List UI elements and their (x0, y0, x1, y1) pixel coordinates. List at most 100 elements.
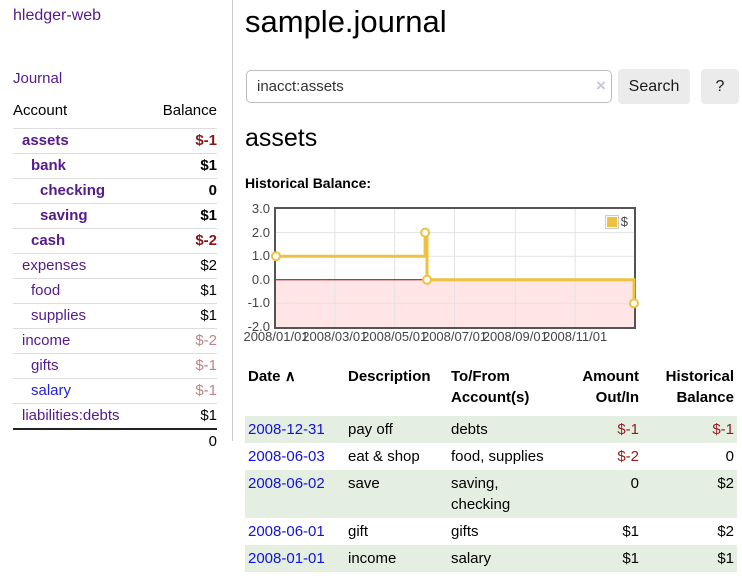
register-header-description: Description (348, 368, 431, 385)
legend-swatch-icon (604, 214, 619, 229)
account-balance: $1 (200, 307, 217, 324)
transaction-description: gift (348, 523, 369, 540)
chart-canvas (271, 209, 639, 327)
x-tick-label: 2008/07/01 (421, 329, 488, 344)
register-header-account: To/From Account(s) (451, 368, 530, 406)
transaction-amount: $1 (622, 550, 639, 567)
data-point (422, 274, 433, 285)
transaction-balance: $2 (717, 475, 734, 492)
register-header-balance: Historical Balance (665, 368, 734, 406)
transaction-balance: $-1 (712, 421, 734, 438)
account-row: assets $-1 (13, 129, 217, 154)
accounts-table: Account Balance assets $-1 bank $1 checking 0… (13, 96, 217, 454)
account-link[interactable]: income (22, 332, 71, 349)
account-row: bank $1 (13, 153, 217, 179)
accounts-total-row: 0 (13, 429, 217, 454)
account-balance: $1 (200, 282, 217, 299)
account-row: cash $-2 (13, 228, 217, 254)
transaction-amount: $1 (622, 523, 639, 540)
table-row: 2008-06-03 eat & shop food, supplies $-2 0 (245, 443, 737, 470)
account-balance: $1 (200, 407, 217, 424)
transaction-balance: 0 (725, 448, 734, 465)
table-row: 2008-06-01 gift gifts $1 $2 (245, 518, 737, 545)
account-link[interactable]: checking (40, 182, 106, 199)
search-input[interactable] (246, 70, 612, 103)
account-balance: $1 (200, 157, 217, 174)
x-tick-label: 2008/01/01 (243, 329, 309, 344)
account-row: liabilities:debts $1 (13, 403, 217, 430)
register-table: Date ∧ Description To/From Account(s) Am… (245, 362, 737, 572)
account-balance: $-1 (195, 132, 217, 149)
legend-label: $ (620, 214, 628, 229)
account-link[interactable]: saving (40, 207, 88, 224)
x-tick-label: 2008/05/01 (362, 329, 428, 344)
transaction-accounts: gifts (451, 523, 479, 540)
sidebar-divider (232, 0, 233, 441)
account-link[interactable]: salary (31, 382, 72, 399)
transaction-date-link[interactable]: 2008-06-01 (248, 523, 325, 540)
transaction-date-link[interactable]: 2008-06-02 (248, 475, 325, 492)
chart-legend: $ (602, 213, 630, 230)
data-point (420, 227, 431, 238)
account-row: food $1 (13, 278, 217, 304)
account-heading: assets (245, 124, 318, 152)
transaction-accounts: debts (451, 421, 488, 438)
transaction-date-link[interactable]: 2008-06-03 (248, 448, 325, 465)
account-link[interactable]: gifts (31, 357, 59, 374)
account-balance: $-1 (195, 357, 217, 374)
y-tick-label: 2.0 (251, 224, 270, 240)
account-link[interactable]: bank (31, 157, 67, 174)
data-point (629, 298, 639, 309)
search-clear-icon[interactable]: × (596, 76, 606, 95)
transaction-amount: $-1 (617, 421, 639, 438)
x-tick-label: 2008/11/01 (543, 329, 608, 344)
account-balance: $2 (200, 257, 217, 274)
account-link[interactable]: food (31, 282, 61, 299)
account-balance: $1 (200, 207, 217, 224)
account-link[interactable]: liabilities:debts (22, 407, 120, 424)
chart-title: Historical Balance: (245, 175, 372, 191)
account-link[interactable]: assets (22, 132, 69, 149)
account-balance: 0 (208, 182, 217, 199)
transaction-description: pay off (348, 421, 393, 438)
help-button[interactable]: ? (701, 69, 739, 104)
accounts-header-row: Account Balance (13, 96, 217, 129)
historical-balance-chart: 3.0 2.0 1.0 0.0 -1.0 -2.0 $ 2008/01/01 2008/03… (240, 201, 742, 349)
account-link[interactable]: supplies (31, 307, 87, 324)
transaction-balance: $2 (717, 523, 734, 540)
table-row: 2008-12-31 pay off debts $-1 $-1 (245, 416, 737, 443)
transaction-balance: $1 (717, 550, 734, 567)
transaction-date-link[interactable]: 2008-12-31 (248, 421, 325, 438)
transaction-accounts: salary (451, 550, 492, 567)
accounts-total-value: 0 (208, 433, 217, 450)
sidebar-item-journal[interactable]: Journal (13, 70, 63, 87)
account-row: checking 0 (13, 178, 217, 204)
account-link[interactable]: cash (31, 232, 66, 249)
register-header-row: Date ∧ Description To/From Account(s) Am… (245, 362, 737, 416)
register-header-date[interactable]: Date ∧ (248, 368, 296, 385)
account-row: saving $1 (13, 203, 217, 229)
sort-ascending-icon: ∧ (284, 368, 296, 385)
search-button[interactable]: Search (618, 69, 690, 104)
transaction-date-link[interactable]: 2008-01-01 (248, 550, 325, 567)
x-tick-label: 2008/09/01 (482, 329, 548, 344)
transaction-description: save (348, 475, 380, 492)
transaction-amount: 0 (630, 475, 639, 492)
table-row: 2008-01-01 income salary $1 $1 (245, 545, 737, 572)
y-tick-label: 1.0 (251, 248, 270, 264)
transaction-description: eat & shop (348, 448, 420, 465)
accounts-header-account: Account (13, 102, 68, 119)
x-tick-label: 2008/03/01 (302, 329, 368, 344)
transaction-description: income (348, 550, 397, 567)
app-brand-link[interactable]: hledger-web (13, 7, 102, 24)
register-header-amount: Amount Out/In (582, 368, 639, 406)
y-tick-label: -1.0 (247, 295, 270, 311)
accounts-header-balance: Balance (162, 102, 217, 119)
account-link[interactable]: expenses (22, 257, 87, 274)
table-row: 2008-06-02 save saving, checking 0 $2 (245, 470, 737, 518)
data-point (271, 251, 281, 262)
account-row: salary $-1 (13, 378, 217, 404)
transaction-amount: $-2 (617, 448, 639, 465)
account-balance: $-2 (195, 232, 217, 249)
chart-plot: $ (271, 207, 639, 329)
